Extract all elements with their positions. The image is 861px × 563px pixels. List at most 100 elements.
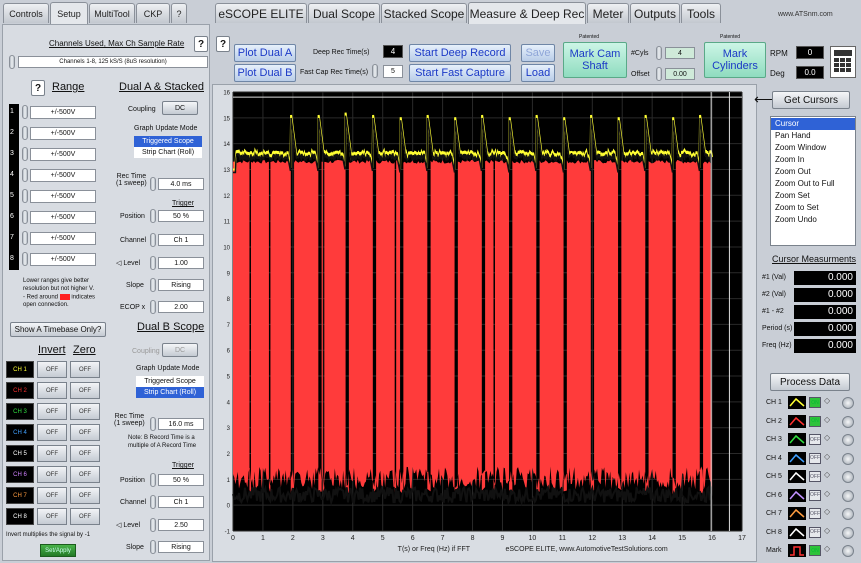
dual-b-slope-knob[interactable] (150, 540, 156, 554)
offset-knob[interactable] (656, 67, 662, 81)
dual-a-slope-field[interactable]: Rising (158, 279, 204, 291)
process-channel-toggle[interactable]: ON (809, 545, 821, 556)
dual-a-level-knob[interactable] (150, 256, 156, 270)
range-value-field[interactable]: +/-500V (30, 169, 96, 182)
mark-cam-shaft-button[interactable]: Mark Cam Shaft (563, 42, 627, 78)
dual-a-channel-field[interactable]: Ch 1 (158, 234, 204, 246)
invert-toggle[interactable]: OFF (37, 487, 67, 504)
tab-meter[interactable]: Meter (587, 3, 629, 23)
toolbar-help-button[interactable]: ? (216, 36, 230, 52)
cursor-tool-item[interactable]: Zoom Out to Full (775, 179, 835, 188)
range-value-field[interactable]: +/-500V (30, 211, 96, 224)
channels-help-button[interactable]: ? (194, 36, 208, 52)
show-timebase-button[interactable]: Show A Timebase Only? (10, 322, 106, 337)
offset-field[interactable]: 0.00 (665, 68, 695, 80)
process-channel-toggle[interactable]: OFF (809, 489, 821, 501)
range-value-field[interactable]: +/-500V (30, 190, 96, 203)
cursor-tool-item[interactable]: Zoom Set (775, 191, 810, 200)
up-down-arrows-icon[interactable]: ◇ (824, 414, 831, 424)
cyls-field[interactable]: 4 (665, 47, 695, 59)
range-value-field[interactable]: +/-500V (30, 106, 96, 119)
process-knob-icon[interactable] (842, 508, 854, 520)
dual-a-mode-triggered[interactable]: Triggered Scope (134, 136, 202, 147)
dual-a-position-knob[interactable] (150, 209, 156, 223)
load-button[interactable]: Load (521, 64, 555, 82)
zero-toggle[interactable]: OFF (70, 424, 100, 441)
zero-toggle[interactable]: OFF (70, 382, 100, 399)
dual-b-position-field[interactable]: 50 % (158, 474, 204, 486)
dual-a-ecop-field[interactable]: 2.00 (158, 301, 204, 313)
cursor-tool-item[interactable]: Cursor (771, 118, 855, 130)
cursor-tool-item[interactable]: Zoom Undo (775, 215, 817, 224)
cursor-tool-item[interactable]: Zoom to Set (775, 203, 819, 212)
process-channel-toggle[interactable]: ON (809, 397, 821, 408)
tab-measure-deep-rec[interactable]: Measure & Deep Rec (468, 2, 586, 24)
cursor-tool-item[interactable]: Zoom Out (775, 167, 811, 176)
invert-toggle[interactable]: OFF (37, 424, 67, 441)
tab-help[interactable]: ? (171, 3, 187, 23)
process-knob-icon[interactable] (842, 526, 854, 539)
plot-dual-b-button[interactable]: Plot Dual B (234, 64, 296, 82)
start-deep-record-button[interactable]: Start Deep Record (409, 44, 511, 62)
get-cursors-button[interactable]: Get Cursors (772, 91, 850, 109)
invert-toggle[interactable]: OFF (37, 466, 67, 483)
tab-setup[interactable]: Setup (50, 2, 88, 24)
zero-toggle[interactable]: OFF (70, 361, 100, 378)
up-down-arrows-icon[interactable]: ◇ (824, 433, 831, 442)
tab-escope-elite[interactable]: eSCOPE ELITE (215, 3, 307, 23)
dual-b-mode-strip[interactable]: Strip Chart (Roll) (136, 387, 204, 398)
zero-toggle[interactable]: OFF (70, 403, 100, 420)
range-knob[interactable] (22, 210, 28, 224)
zero-toggle[interactable]: OFF (70, 508, 100, 525)
process-knob-icon[interactable] (842, 434, 854, 446)
invert-toggle[interactable]: OFF (37, 508, 67, 525)
invert-toggle[interactable]: OFF (37, 361, 67, 378)
plot-dual-a-button[interactable]: Plot Dual A (234, 44, 296, 62)
invert-toggle[interactable]: OFF (37, 445, 67, 462)
up-down-arrows-icon[interactable]: ◇ (824, 470, 831, 479)
process-channel-toggle[interactable]: OFF (809, 452, 821, 464)
deep-rec-time-field[interactable]: 4 (383, 45, 403, 58)
process-data-button[interactable]: Process Data (770, 373, 850, 391)
up-down-arrows-icon[interactable]: ◇ (824, 525, 831, 535)
range-value-field[interactable]: +/-500V (30, 232, 96, 245)
up-down-arrows-icon[interactable]: ◇ (824, 396, 831, 405)
fast-cap-rec-time-field[interactable]: 5 (383, 65, 403, 78)
process-channel-toggle[interactable]: OFF (809, 471, 821, 482)
dual-b-rec-time-field[interactable]: 16.0 ms (158, 418, 204, 430)
set-apply-button[interactable]: Set/Apply (40, 544, 76, 557)
channels-selector-knob[interactable] (9, 55, 15, 69)
dual-b-coupling-button[interactable]: DC (162, 343, 198, 357)
tab-multitool[interactable]: MultiTool (89, 3, 135, 23)
dual-a-channel-knob[interactable] (150, 233, 156, 247)
range-help-button[interactable]: ? (31, 80, 45, 96)
dual-a-level-field[interactable]: 1.00 (158, 257, 204, 269)
tab-dual-scope[interactable]: Dual Scope (308, 3, 380, 23)
range-value-field[interactable]: +/-500V (30, 127, 96, 140)
process-channel-toggle[interactable]: OFF (809, 526, 821, 538)
process-channel-toggle[interactable]: OFF (809, 508, 821, 519)
zero-toggle[interactable]: OFF (70, 466, 100, 483)
fast-cap-knob[interactable] (372, 64, 378, 78)
up-down-arrows-icon[interactable]: ◇ (824, 451, 831, 461)
dual-b-rec-time-knob[interactable] (150, 417, 156, 431)
range-knob[interactable] (22, 252, 28, 266)
dual-a-position-field[interactable]: 50 % (158, 210, 204, 222)
dual-b-channel-knob[interactable] (150, 495, 156, 509)
scope-chart[interactable]: 0 1 2 3 4 5 6 7 8 9 10 11 12 13 14 15 16 17-1012345678910… (212, 84, 757, 562)
up-down-arrows-icon[interactable]: ◇ (824, 507, 831, 516)
range-knob[interactable] (22, 105, 28, 119)
process-knob-icon[interactable] (842, 545, 854, 557)
calculator-icon[interactable] (830, 46, 856, 78)
dual-a-ecop-knob[interactable] (150, 300, 156, 314)
dual-b-level-knob[interactable] (150, 518, 156, 532)
start-fast-capture-button[interactable]: Start Fast Capture (409, 64, 511, 82)
zero-toggle[interactable]: OFF (70, 487, 100, 504)
process-channel-toggle[interactable]: OFF (809, 434, 821, 445)
dual-b-slope-field[interactable]: Rising (158, 541, 204, 553)
dual-a-mode-strip[interactable]: Strip Chart (Roll) (134, 147, 202, 158)
range-value-field[interactable]: +/-500V (30, 253, 96, 266)
tab-stacked-scope[interactable]: Stacked Scope (381, 3, 467, 23)
dual-a-slope-knob[interactable] (150, 278, 156, 292)
dual-b-level-field[interactable]: 2.50 (158, 519, 204, 531)
